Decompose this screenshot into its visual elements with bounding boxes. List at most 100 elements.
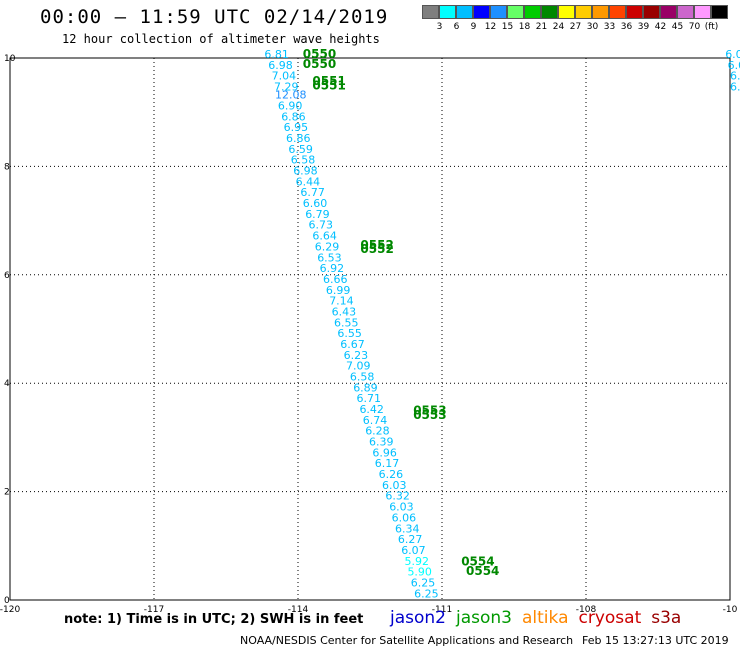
- swh-value-label: 6.55: [334, 316, 359, 329]
- color-scale-label: 39: [637, 22, 650, 32]
- swh-value-label: 6.73: [309, 219, 334, 232]
- swh-value-label: 6.89: [353, 381, 378, 394]
- time-label: 0551: [312, 74, 345, 88]
- y-tick-label: 8: [4, 162, 10, 172]
- time-label: 0554: [466, 564, 499, 578]
- swh-value-label: 6.64: [312, 230, 337, 243]
- swh-value-label: 6.03: [389, 501, 414, 514]
- swh-value-label: 6.95: [284, 121, 309, 134]
- swh-value-label: 7.14: [329, 295, 354, 308]
- color-scale-swatch: [626, 5, 643, 19]
- color-scale-swatch: [677, 5, 694, 19]
- swh-value-label: 6.86: [286, 132, 311, 145]
- swh-value-label: 6.67: [340, 338, 365, 351]
- color-scale-swatch: [592, 5, 609, 19]
- color-scale-bar: [422, 5, 728, 21]
- swh-value-label: 6.17: [375, 457, 400, 470]
- color-scale-label: 27: [569, 22, 582, 32]
- satellite-legend: jason2 jason3 altika cryosat s3a: [390, 608, 691, 628]
- color-scale-swatch: [439, 5, 456, 19]
- swh-value-label: 6.66: [323, 273, 348, 286]
- color-scale-label: 30: [586, 22, 599, 32]
- chart-title: 00:00 – 11:59 UTC 02/14/2019: [40, 6, 389, 28]
- time-label: 0552: [360, 242, 393, 256]
- swh-value-label: 12.08: [275, 89, 307, 102]
- color-scale-label: 15: [501, 22, 514, 32]
- color-scale-swatch: [694, 5, 711, 19]
- swh-value-label: 6.79: [305, 208, 330, 221]
- swh-value-label: 6.28: [365, 425, 390, 438]
- color-scale-swatch: [490, 5, 507, 19]
- color-scale-label: 33: [603, 22, 616, 32]
- color-scale-swatch: [524, 5, 541, 19]
- color-scale-label: 9: [470, 22, 477, 32]
- color-scale-label: 42: [654, 22, 667, 32]
- color-scale-label: 21: [535, 22, 548, 32]
- swh-value-label: 6.90: [278, 99, 303, 112]
- satellite-legend-entry: jason2: [390, 608, 446, 628]
- swh-value-label: 5.92: [405, 555, 430, 568]
- satellite-legend-entry: cryosat: [578, 608, 642, 628]
- swh-value-label: 6.06: [392, 511, 417, 524]
- color-scale-swatch: [558, 5, 575, 19]
- swh-value-label: 6.00: [730, 81, 740, 94]
- swh-value-label: 6.44: [296, 175, 321, 188]
- swh-value-label: 6.32: [385, 490, 410, 503]
- color-scale-swatch: [575, 5, 592, 19]
- swh-value-label: 6.34: [395, 522, 420, 535]
- swh-value-label: 6.00: [728, 59, 740, 72]
- x-tick-label: -111: [432, 605, 452, 615]
- swh-value-label: 6.86: [281, 110, 306, 123]
- swh-value-label: 6.00: [725, 48, 740, 61]
- color-scale-swatch: [456, 5, 473, 19]
- swh-value-label: 6.77: [300, 186, 325, 199]
- color-scale-label: (ft): [704, 22, 719, 32]
- swh-value-label: 6.98: [268, 59, 293, 72]
- y-tick-label: 6: [4, 271, 10, 281]
- swh-value-label: 6.29: [315, 240, 340, 253]
- swh-value-label: 6.00: [730, 70, 740, 83]
- time-label: 0550: [303, 57, 336, 71]
- swh-value-label: 6.96: [372, 446, 397, 459]
- x-tick-label: -114: [288, 605, 309, 615]
- plot-frame: [9, 57, 731, 601]
- swh-value-label: 6.43: [332, 305, 357, 318]
- y-tick-label: 2: [4, 488, 10, 498]
- time-label: 0553: [413, 404, 446, 418]
- time-label: 0550: [303, 47, 336, 61]
- swh-value-label: 6.07: [401, 544, 426, 557]
- swh-value-label: 6.58: [291, 154, 316, 167]
- color-scale-swatch: [422, 5, 439, 19]
- color-scale-label: 70: [688, 22, 701, 32]
- color-scale-swatch: [541, 5, 558, 19]
- color-scale-label: 45: [671, 22, 684, 32]
- swh-value-label: 6.23: [344, 349, 369, 362]
- chart-subtitle: 12 hour collection of altimeter wave hei…: [62, 32, 380, 46]
- satellite-legend-entry: altika: [522, 608, 569, 628]
- satellite-legend-entry: jason3: [456, 608, 512, 628]
- color-scale-label: 12: [484, 22, 497, 32]
- swh-value-label: 7.09: [346, 360, 371, 373]
- swh-value-label: 6.55: [337, 327, 362, 340]
- swh-value-label: 6.81: [264, 48, 289, 61]
- swh-value-label: 6.74: [363, 414, 388, 427]
- color-scale-label: 24: [552, 22, 565, 32]
- x-tick-label: -108: [576, 605, 597, 615]
- color-scale-label: 36: [620, 22, 633, 32]
- color-scale-swatch: [473, 5, 490, 19]
- swh-value-label: 6.03: [382, 479, 407, 492]
- color-scale-label: 18: [518, 22, 531, 32]
- time-label: 0554: [461, 554, 494, 568]
- x-tick-label: -10: [723, 605, 738, 615]
- swh-value-label: 6.58: [350, 370, 375, 383]
- swh-value-label: 6.27: [398, 533, 423, 546]
- swh-value-label: 6.59: [288, 143, 313, 156]
- time-label: 0551: [312, 78, 345, 92]
- color-scale-swatch: [643, 5, 660, 19]
- swh-value-label: 6.26: [379, 468, 404, 481]
- satellite-legend-entry: s3a: [651, 608, 682, 628]
- swh-value-label: 6.99: [326, 284, 351, 297]
- swh-value-label: 6.71: [357, 392, 382, 405]
- swh-value-label: 5.90: [407, 566, 432, 579]
